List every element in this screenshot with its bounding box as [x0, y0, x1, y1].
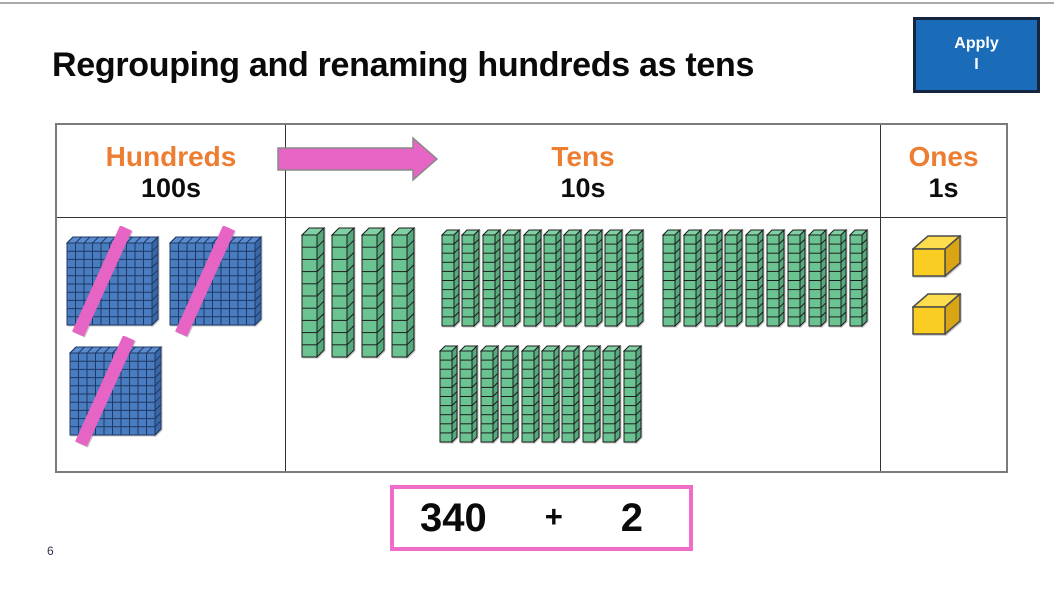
ten-rod — [543, 229, 562, 327]
slide-top-edge — [0, 2, 1054, 4]
ten-rod — [583, 229, 603, 327]
body-cell-hundreds — [57, 218, 286, 471]
ten-rod — [624, 229, 644, 327]
ten-rod — [301, 227, 325, 358]
apply-button-label: Apply — [954, 35, 999, 53]
ten-rod — [361, 227, 385, 358]
page-number: 6 — [47, 544, 54, 558]
ten-rod — [662, 229, 681, 327]
equation-ones-value: 2 — [620, 495, 643, 540]
header-cell-hundreds: Hundreds 100s — [57, 125, 286, 218]
ten-rod — [481, 229, 501, 327]
equation-tens-value: 340 — [420, 495, 487, 540]
one-cube — [912, 293, 961, 335]
hundred-block — [65, 226, 160, 337]
ten-rod — [461, 229, 481, 327]
ones-sublabel: 1s — [928, 172, 959, 203]
ten-rod — [724, 229, 744, 327]
one-cube — [912, 235, 961, 277]
hundreds-sublabel: 100s — [140, 172, 202, 203]
tens-sublabel: 10s — [560, 172, 606, 203]
ten-rod — [439, 345, 458, 443]
ten-rod — [622, 345, 642, 443]
ten-rod — [441, 229, 460, 327]
hundred-block — [168, 226, 263, 337]
ten-rod — [479, 345, 499, 443]
equation-box: 340 + 2 — [390, 485, 693, 551]
equation-plus-operator: + — [544, 499, 563, 534]
ten-rod — [541, 345, 560, 443]
ones-label: Ones — [908, 141, 979, 173]
ten-rod — [828, 229, 848, 327]
apply-button[interactable]: Apply I — [913, 17, 1040, 93]
ten-rod — [703, 229, 723, 327]
ten-rod — [561, 345, 581, 443]
apply-button-label-line2: I — [974, 56, 979, 73]
body-cell-tens — [286, 218, 881, 471]
header-cell-tens: Tens 10s — [286, 125, 881, 218]
ten-rod — [500, 345, 520, 443]
ten-rod — [391, 227, 415, 358]
ten-rod — [522, 229, 542, 327]
ten-rod — [766, 229, 785, 327]
ten-rod — [786, 229, 806, 327]
regroup-arrow-icon — [277, 136, 439, 182]
tens-label: Tens — [551, 141, 615, 173]
ten-rod — [502, 229, 522, 327]
header-cell-ones: Ones 1s — [881, 125, 1006, 218]
hundred-block — [68, 336, 163, 447]
slide-title: Regrouping and renaming hundreds as tens — [52, 46, 755, 84]
ten-rod — [520, 345, 540, 443]
ten-rod — [331, 227, 355, 358]
hundreds-label: Hundreds — [105, 141, 237, 173]
ten-rod — [682, 229, 702, 327]
ten-rod — [459, 345, 479, 443]
ten-rod — [604, 229, 624, 327]
ten-rod — [745, 229, 765, 327]
ten-rod — [602, 345, 622, 443]
ten-rod — [581, 345, 601, 443]
ten-rod — [807, 229, 827, 327]
ten-rod — [849, 229, 869, 327]
ten-rod — [563, 229, 583, 327]
